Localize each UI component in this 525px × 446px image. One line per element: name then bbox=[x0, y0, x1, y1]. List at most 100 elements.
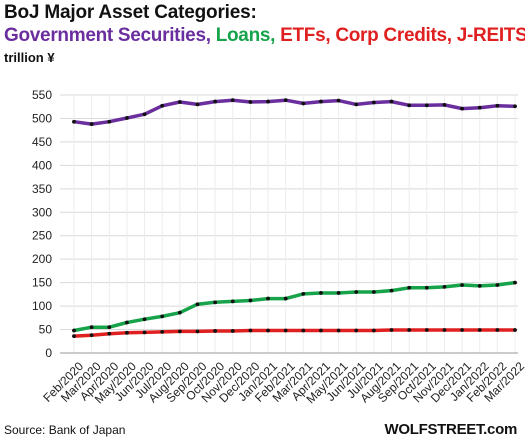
y-tick-label: 300 bbox=[32, 205, 52, 219]
y-tick-label: 100 bbox=[32, 299, 52, 313]
data-point bbox=[424, 328, 429, 332]
data-point bbox=[460, 283, 464, 287]
data-point bbox=[89, 122, 94, 126]
data-point bbox=[371, 290, 376, 294]
grid-lines bbox=[60, 94, 518, 354]
y-tick-label: 500 bbox=[32, 111, 52, 125]
y-tick-label: 400 bbox=[32, 158, 52, 172]
data-point bbox=[266, 328, 270, 333]
data-point bbox=[248, 328, 253, 333]
data-point bbox=[213, 99, 218, 104]
data-point bbox=[177, 329, 182, 334]
data-point bbox=[160, 103, 165, 108]
data-point bbox=[177, 310, 182, 315]
data-point bbox=[336, 291, 341, 295]
data-point bbox=[230, 98, 235, 103]
data-point bbox=[389, 288, 394, 293]
series-line bbox=[72, 280, 517, 333]
data-point bbox=[125, 116, 129, 120]
y-tick-labels: 0 50 100 150 200 250 300 350 400 450 500 550 bbox=[32, 88, 52, 360]
data-point bbox=[407, 285, 412, 290]
data-point bbox=[442, 284, 447, 289]
data-point bbox=[213, 300, 218, 305]
data-point bbox=[125, 320, 129, 325]
data-point bbox=[107, 331, 112, 336]
data-point bbox=[319, 99, 323, 104]
y-tick-label: 250 bbox=[32, 229, 52, 243]
data-point bbox=[248, 298, 253, 303]
data-point bbox=[89, 325, 94, 330]
data-point bbox=[301, 328, 306, 333]
chart-subtitle: Government Securities, Loans, ETFs, Corp… bbox=[4, 25, 525, 47]
data-point bbox=[266, 296, 270, 301]
data-point bbox=[371, 100, 376, 105]
data-point bbox=[142, 317, 147, 322]
data-point bbox=[477, 105, 482, 110]
data-point bbox=[142, 112, 147, 117]
data-point bbox=[266, 99, 270, 104]
data-point bbox=[371, 328, 376, 333]
data-point bbox=[142, 330, 147, 335]
data-point bbox=[513, 104, 517, 109]
data-point bbox=[301, 101, 306, 106]
data-point bbox=[195, 102, 200, 107]
data-point bbox=[495, 283, 500, 287]
subtitle-part: ETFs, Corp Credits, J-REITS bbox=[280, 25, 525, 46]
data-point bbox=[319, 328, 323, 333]
series-line bbox=[72, 98, 517, 126]
data-point bbox=[319, 291, 323, 295]
subtitle-part: Government Securities, bbox=[4, 25, 216, 46]
data-point bbox=[442, 102, 447, 107]
data-point bbox=[407, 103, 412, 108]
y-tick-label: 0 bbox=[45, 346, 52, 360]
data-point bbox=[230, 299, 235, 304]
data-point bbox=[424, 103, 429, 108]
data-point bbox=[389, 99, 394, 104]
data-point bbox=[72, 334, 76, 339]
data-point bbox=[230, 329, 235, 333]
data-point bbox=[460, 328, 464, 332]
data-point bbox=[495, 103, 500, 108]
x-tick-labels: Feb/2020Mar/2020Apr/2020May/2020Jun/2020… bbox=[40, 359, 525, 406]
data-point bbox=[283, 328, 288, 333]
data-point bbox=[389, 328, 394, 332]
data-point bbox=[354, 102, 359, 107]
data-point bbox=[336, 328, 341, 333]
data-point bbox=[160, 314, 165, 319]
data-point bbox=[248, 100, 253, 104]
data-point bbox=[354, 290, 359, 294]
y-tick-label: 50 bbox=[39, 323, 53, 337]
data-point bbox=[89, 333, 94, 338]
data-point bbox=[160, 329, 165, 334]
data-point bbox=[495, 328, 500, 332]
y-tick-label: 200 bbox=[32, 252, 52, 266]
source-note: Source: Bank of Japan bbox=[4, 423, 126, 437]
data-point bbox=[513, 328, 517, 332]
data-point bbox=[177, 100, 182, 104]
data-point bbox=[125, 330, 129, 335]
y-tick-label: 550 bbox=[32, 88, 52, 102]
data-point bbox=[283, 98, 288, 103]
data-point bbox=[513, 280, 517, 285]
y-tick-label: 150 bbox=[32, 276, 52, 290]
data-point bbox=[195, 329, 200, 334]
data-point bbox=[195, 302, 200, 307]
subtitle-part: Loans, bbox=[215, 25, 281, 46]
data-point bbox=[283, 296, 288, 301]
data-point bbox=[72, 328, 76, 333]
y-axis-unit: trillion ¥ bbox=[4, 50, 55, 65]
series-lines bbox=[72, 98, 517, 338]
data-point bbox=[354, 328, 359, 333]
data-point bbox=[107, 325, 112, 330]
data-point bbox=[477, 284, 482, 288]
data-point bbox=[213, 329, 218, 333]
data-point bbox=[424, 285, 429, 290]
data-point bbox=[442, 328, 447, 332]
data-point bbox=[301, 291, 306, 296]
data-point bbox=[107, 119, 112, 124]
brand-label: WOLFSTREET.com bbox=[384, 421, 518, 438]
y-tick-label: 450 bbox=[32, 135, 52, 149]
data-point bbox=[336, 98, 341, 103]
series-points bbox=[72, 98, 517, 339]
